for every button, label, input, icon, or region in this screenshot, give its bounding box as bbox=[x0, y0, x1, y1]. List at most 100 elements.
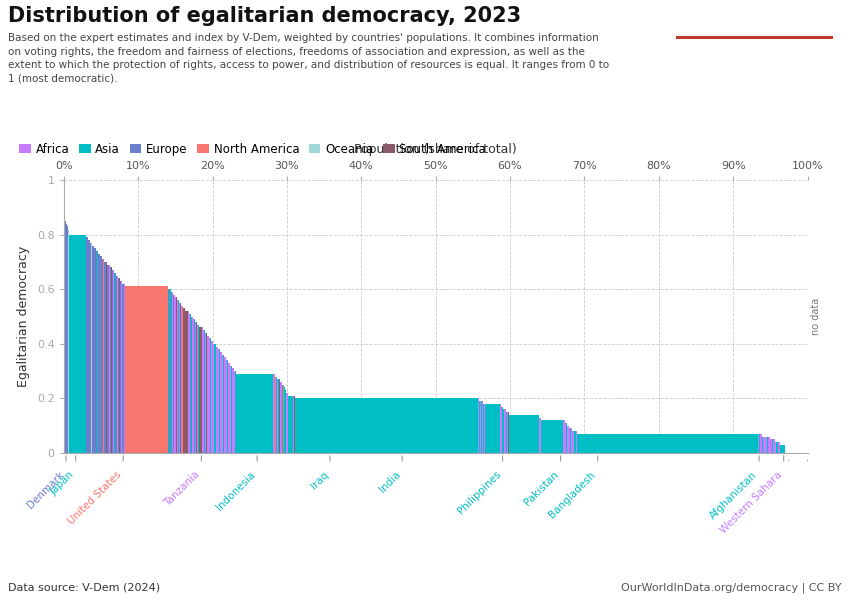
Bar bbox=[118, 278, 119, 453]
Bar bbox=[179, 303, 180, 453]
Bar bbox=[570, 428, 571, 453]
Bar bbox=[117, 275, 118, 453]
Bar bbox=[219, 352, 221, 453]
Bar bbox=[234, 371, 235, 453]
Bar bbox=[564, 420, 565, 453]
Bar bbox=[121, 281, 122, 453]
Bar bbox=[212, 341, 213, 453]
Bar bbox=[191, 317, 192, 453]
Bar bbox=[210, 338, 212, 453]
Bar bbox=[236, 374, 273, 453]
Bar bbox=[196, 322, 197, 453]
Bar bbox=[481, 401, 482, 453]
Bar bbox=[172, 292, 173, 453]
Bar bbox=[770, 439, 771, 453]
Bar bbox=[224, 358, 225, 453]
Bar bbox=[116, 275, 117, 453]
Bar bbox=[297, 398, 478, 453]
Bar bbox=[67, 226, 68, 453]
Bar bbox=[277, 379, 278, 453]
Bar bbox=[504, 409, 505, 453]
Bar bbox=[176, 298, 177, 453]
Bar bbox=[769, 437, 770, 453]
Bar bbox=[96, 251, 97, 453]
Bar bbox=[193, 319, 194, 453]
Bar bbox=[230, 365, 231, 453]
Bar bbox=[208, 335, 209, 453]
Bar bbox=[775, 442, 777, 453]
Y-axis label: Egalitarian democracy: Egalitarian democracy bbox=[17, 246, 30, 387]
Bar bbox=[97, 251, 98, 453]
Bar bbox=[760, 434, 761, 453]
Bar bbox=[235, 371, 236, 453]
Bar bbox=[218, 349, 219, 453]
Text: Pakistan: Pakistan bbox=[523, 469, 561, 508]
Bar bbox=[102, 259, 103, 453]
Text: Indonesia: Indonesia bbox=[214, 469, 257, 512]
Bar bbox=[567, 426, 569, 453]
Bar bbox=[180, 303, 181, 453]
Bar bbox=[223, 355, 224, 453]
Bar bbox=[217, 347, 218, 453]
Bar bbox=[282, 385, 283, 453]
Bar bbox=[508, 412, 509, 453]
Bar bbox=[676, 36, 833, 39]
Bar bbox=[482, 401, 483, 453]
Bar bbox=[188, 311, 189, 453]
Text: no data: no data bbox=[812, 298, 821, 335]
Bar bbox=[768, 437, 769, 453]
Bar bbox=[275, 377, 276, 453]
Bar bbox=[572, 431, 574, 453]
Bar bbox=[88, 240, 90, 453]
Bar bbox=[90, 243, 91, 453]
Bar bbox=[507, 412, 508, 453]
Bar bbox=[204, 330, 205, 453]
Bar bbox=[565, 423, 566, 453]
Bar bbox=[216, 347, 217, 453]
Bar bbox=[87, 238, 88, 453]
Bar bbox=[194, 319, 196, 453]
Bar bbox=[541, 420, 563, 453]
Bar bbox=[276, 377, 277, 453]
Bar bbox=[105, 262, 106, 453]
Bar bbox=[110, 268, 111, 453]
Bar bbox=[100, 256, 101, 453]
Text: Our World: Our World bbox=[721, 10, 788, 22]
Bar bbox=[779, 445, 785, 453]
Bar bbox=[293, 395, 294, 453]
Bar bbox=[214, 344, 216, 453]
Bar bbox=[295, 398, 297, 453]
Bar bbox=[509, 415, 538, 453]
Bar bbox=[221, 352, 222, 453]
Bar bbox=[103, 259, 105, 453]
Bar bbox=[109, 265, 110, 453]
Bar bbox=[280, 379, 281, 453]
Bar bbox=[86, 238, 87, 453]
Bar bbox=[209, 338, 210, 453]
Bar bbox=[574, 431, 575, 453]
Bar bbox=[125, 286, 168, 453]
Bar bbox=[502, 407, 503, 453]
Text: Western Sahara: Western Sahara bbox=[718, 469, 784, 535]
Bar bbox=[575, 431, 576, 453]
Bar bbox=[571, 428, 572, 453]
Bar bbox=[183, 308, 185, 453]
Bar bbox=[283, 385, 285, 453]
Text: Denmark: Denmark bbox=[25, 469, 66, 511]
Bar bbox=[280, 382, 281, 453]
Bar bbox=[99, 254, 100, 453]
Legend: Africa, Asia, Europe, North America, Oceania, South America: Africa, Asia, Europe, North America, Oce… bbox=[14, 138, 490, 160]
Bar bbox=[286, 393, 287, 453]
Bar bbox=[94, 248, 95, 453]
Bar bbox=[115, 273, 116, 453]
Bar bbox=[759, 434, 760, 453]
Bar bbox=[766, 437, 768, 453]
Bar bbox=[98, 254, 99, 453]
Bar bbox=[95, 248, 96, 453]
Bar bbox=[478, 398, 479, 453]
Text: Bangladesh: Bangladesh bbox=[547, 469, 598, 520]
Bar bbox=[205, 333, 207, 453]
Bar bbox=[168, 289, 169, 453]
Bar bbox=[771, 439, 773, 453]
Bar bbox=[233, 368, 234, 453]
